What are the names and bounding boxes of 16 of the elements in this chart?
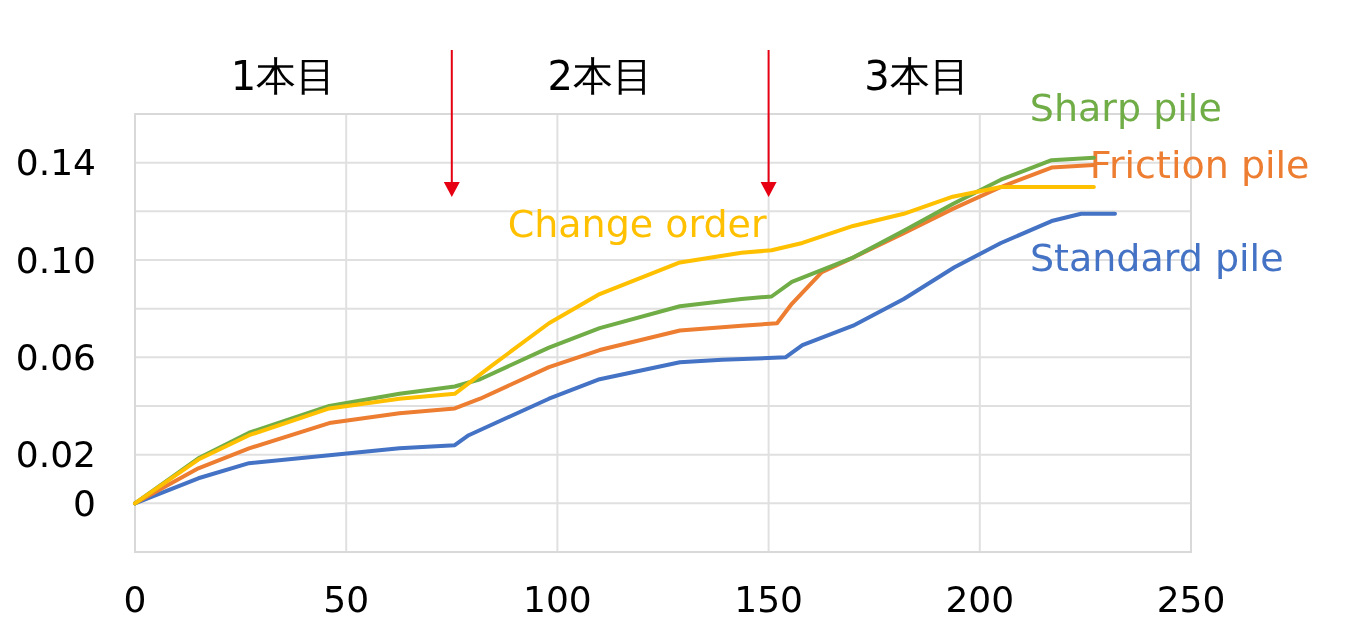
x-tick-label: 200: [945, 579, 1015, 619]
x-tick-label: 150: [734, 579, 803, 619]
x-tick-label: 50: [323, 579, 370, 619]
series-label: Standard pile: [1029, 235, 1284, 280]
series-label: Sharp pile: [1029, 85, 1222, 130]
y-tick-label: 0.14: [15, 142, 96, 184]
x-tick-label: 250: [1156, 579, 1226, 619]
annotations: 1本目 2本目 3本目: [230, 53, 970, 99]
x-tick-label: 0: [123, 579, 147, 619]
y-tick-label: 0.10: [15, 239, 96, 281]
y-tick-label: 0.06: [15, 336, 96, 378]
series-label: Change order: [507, 202, 767, 247]
series-label: Friction pile: [1089, 143, 1310, 188]
y-tick-label: 0.02: [15, 434, 96, 476]
y-tick-label: 0: [73, 482, 96, 524]
x-tick-label: 100: [523, 579, 592, 619]
